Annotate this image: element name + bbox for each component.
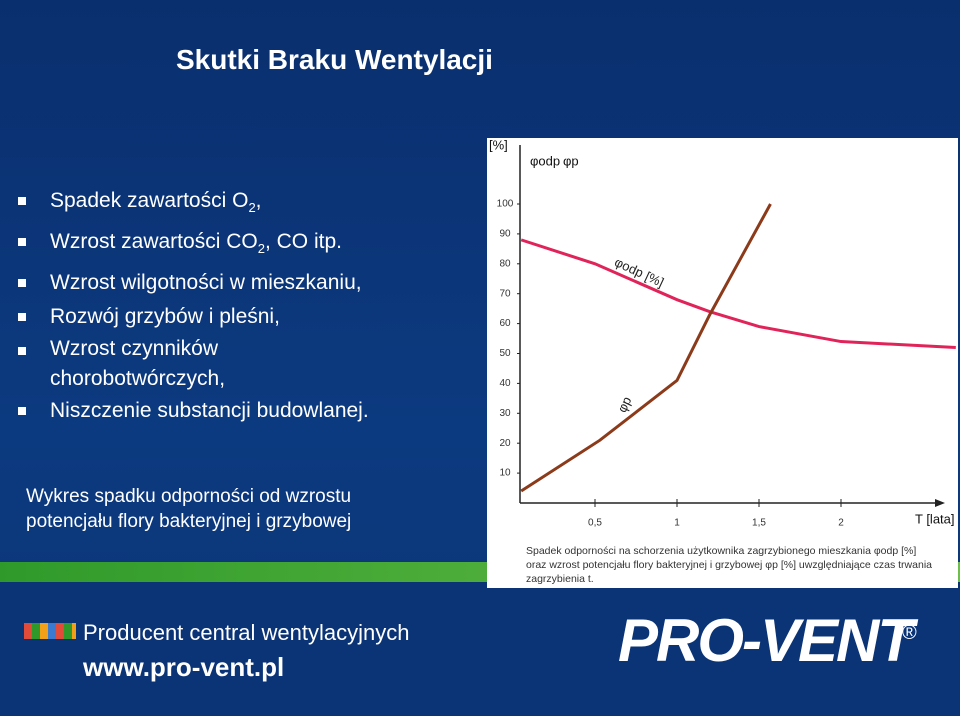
bullet: Wzrost wilgotności w mieszkaniu, [18, 266, 369, 300]
x-tick-label: 0,5 [588, 518, 602, 529]
bullet-text: , CO itp. [264, 230, 342, 254]
bullet: Rozwój grzybów i pleśni, [18, 300, 369, 334]
bullet: Niszczenie substancji budowlanej. [18, 394, 369, 428]
legend-entry: φodp [530, 153, 560, 168]
y-tick-label: 90 [499, 229, 511, 240]
subscript: 2 [257, 241, 265, 257]
bullet-text: Rozwój grzybów i pleśni, [50, 305, 280, 329]
y-tick-label: 80 [499, 258, 511, 269]
legend-entry: φp [563, 153, 579, 168]
x-axis-label: T [lata] [915, 511, 955, 526]
axis-arrow [935, 499, 945, 507]
chart-note: zagrzybienia t. [526, 573, 594, 585]
chart-note: oraz wzrost potencjału flory bakteryjnej… [526, 559, 932, 571]
curve-label: φp [614, 394, 634, 415]
x-tick-label: 2 [838, 518, 844, 529]
line-series [520, 203, 772, 493]
caption-line: potencjału flory bakteryjnej i grzybowej [26, 511, 352, 532]
x-tick-label: 1 [674, 518, 680, 529]
y-tick-label: 20 [499, 438, 511, 449]
bullet: Wzrost zawartości CO2, CO itp. [18, 225, 369, 266]
tagline: Producent central wentylacyjnych [83, 620, 410, 645]
url: www.pro-vent.pl [83, 652, 285, 682]
y-tick-label: 60 [499, 318, 511, 329]
y-tick-label: 50 [499, 348, 511, 359]
bullet-text: Wzrost wilgotności w mieszkaniu, [50, 271, 362, 295]
y-tick-label: 100 [497, 199, 514, 210]
bullet-list: Spadek zawartości O2, Wzrost zawartości C… [18, 184, 369, 428]
subscript: 2 [248, 200, 256, 216]
bullet: Wzrost czynników chorobotwórczych, [18, 334, 300, 394]
y-tick-label: 30 [499, 408, 511, 419]
chart-background [487, 138, 958, 588]
chart-note: Spadek odporności na schorzenia użytkown… [526, 545, 916, 557]
caption-line: Wykres spadku odporności od wzrostu [26, 486, 352, 507]
bullet: Spadek zawartości O2, [18, 184, 369, 225]
slide-title: Skutki Braku Wentylacji [176, 44, 493, 75]
y-axis-label: [%] [489, 137, 508, 152]
bullet-text: , [255, 189, 262, 212]
y-tick-label: 10 [499, 468, 511, 479]
brand-logo: PRO-VENT [618, 607, 914, 674]
y-tick-label: 40 [499, 378, 511, 389]
logo-icon [24, 623, 76, 639]
y-tick-label: 70 [499, 288, 511, 299]
footer-band [0, 582, 960, 716]
x-tick-label: 1,5 [752, 518, 766, 529]
caption: Wykres spadku odporności od wzrostu pote… [26, 484, 351, 534]
registered-mark: ® [902, 622, 917, 644]
bullet-text: Wzrost czynników chorobotwórczych, [50, 337, 226, 391]
bullet-text: Spadek zawartości O [50, 189, 249, 212]
bullet-text: Niszczenie substancji budowlanej. [50, 399, 369, 423]
bullet-text: Wzrost zawartości CO [50, 230, 258, 254]
